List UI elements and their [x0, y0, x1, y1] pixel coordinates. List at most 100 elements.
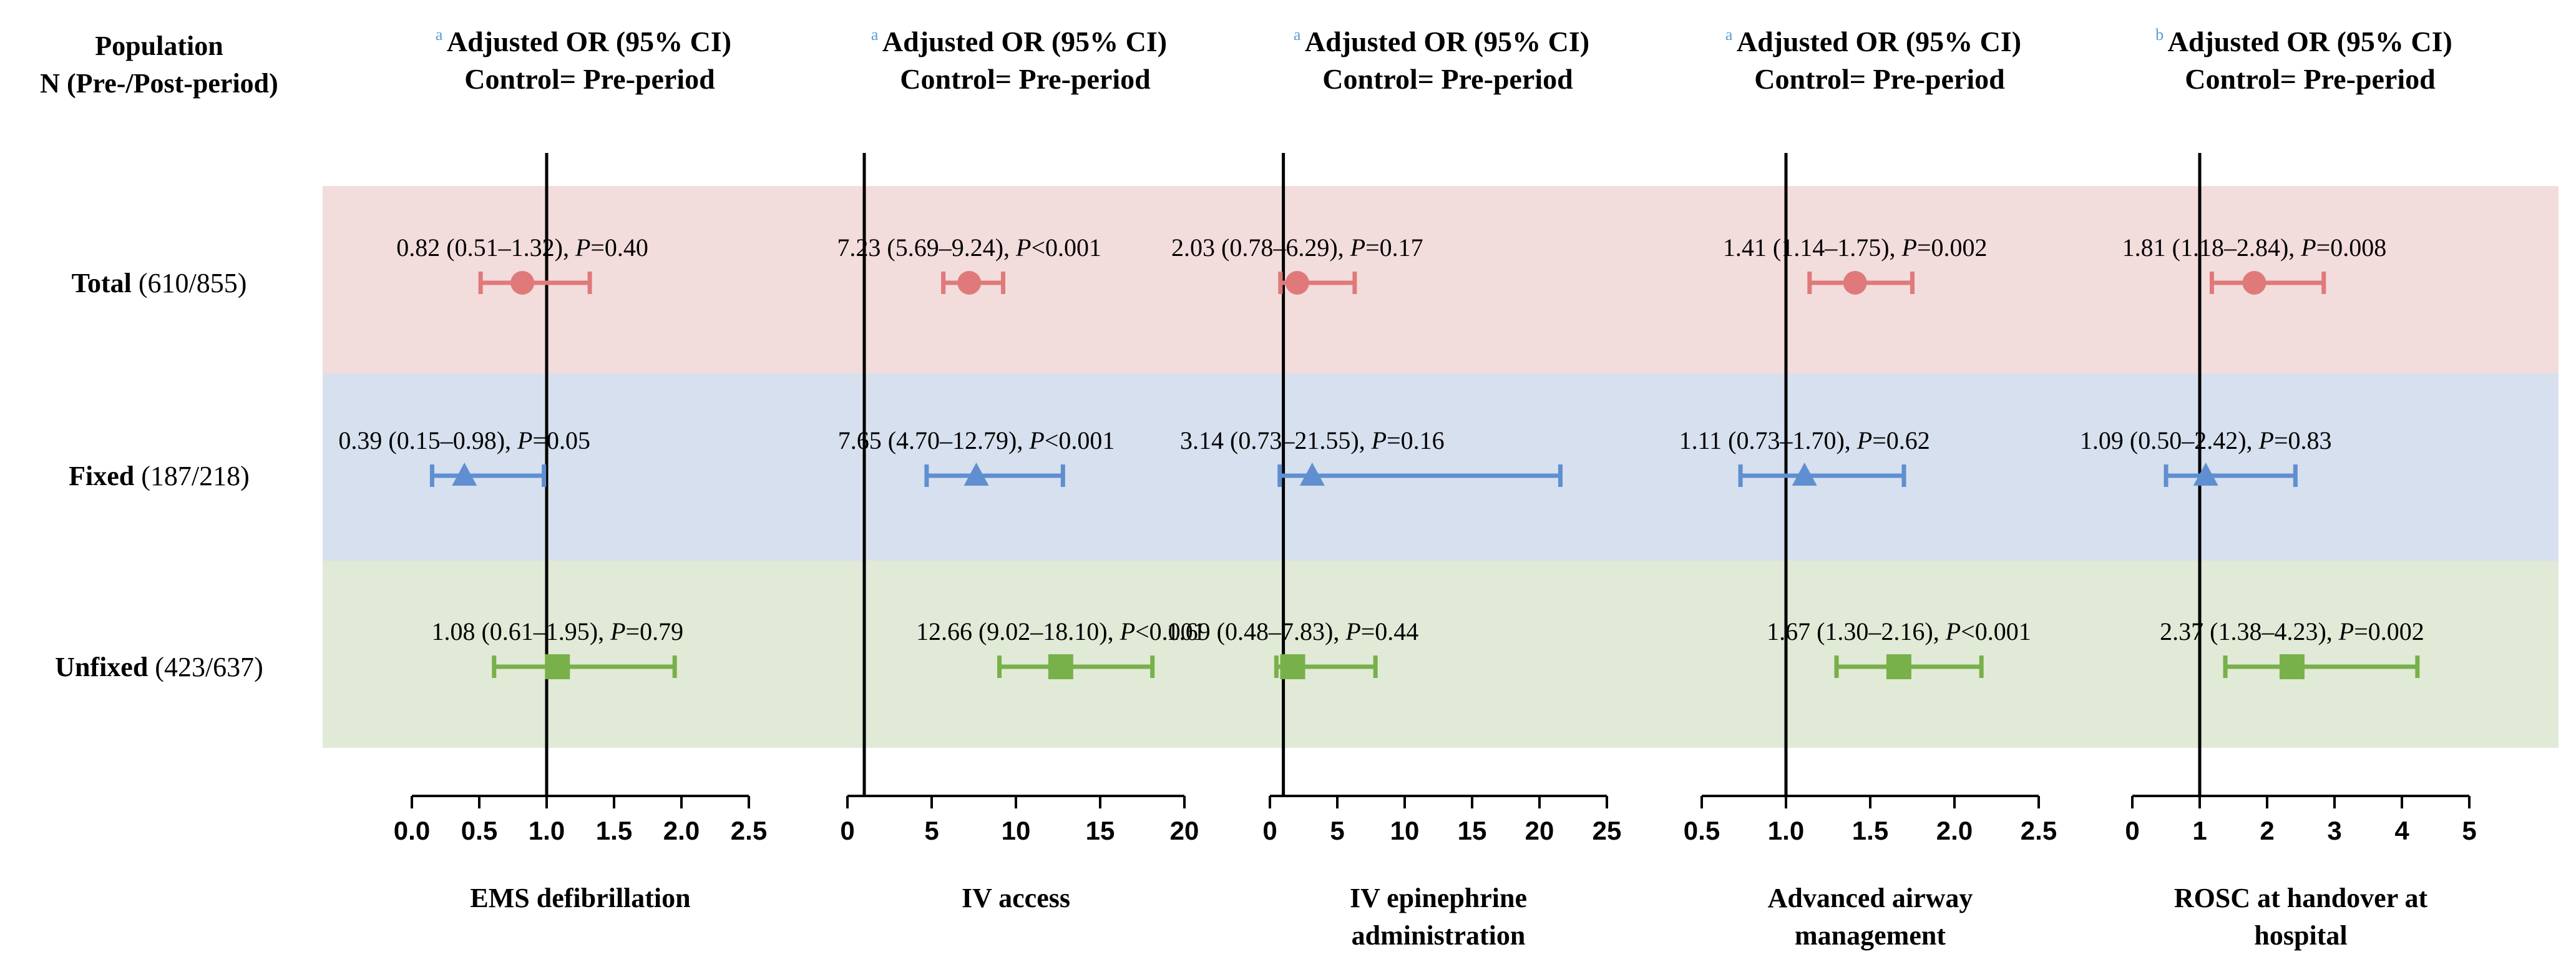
point-label-p-value: =0.44: [1361, 617, 1419, 645]
point-label-p-value: =0.62: [1872, 426, 1930, 454]
point-label-p-symbol: P: [1120, 617, 1135, 645]
data-point-total: 2.03 (0.78–6.29), P=0.17: [1171, 233, 1423, 295]
x-tick-label: 20: [1170, 816, 1199, 845]
row-label-name: Unfixed: [55, 652, 148, 682]
point-marker-square: [1048, 654, 1073, 679]
row-label-n: (423/637): [148, 652, 263, 682]
panel-title-line1: a Adjusted OR (95% CI): [1294, 26, 1589, 57]
point-marker-triangle: [452, 463, 477, 486]
point-marker-triangle: [1299, 463, 1325, 486]
point-marker-circle: [1843, 271, 1867, 295]
panel-4: a Adjusted OR (95% CI) Control= Pre-perio…: [1679, 26, 2057, 951]
point-label-p-symbol: P: [1901, 233, 1917, 262]
point-label-p-symbol: P: [575, 233, 590, 262]
x-tick-label: 5: [1330, 816, 1344, 845]
panel-title-line2: Control= Pre-period: [2185, 63, 2436, 95]
x-tick-label: 0: [2125, 816, 2139, 845]
x-tick-label: 1.0: [1768, 816, 1804, 845]
point-label: 1.11 (0.73–1.70), P=0.62: [1679, 426, 1930, 454]
point-label-p-symbol: P: [1345, 617, 1360, 645]
panel-2: a Adjusted OR (95% CI) Control= Pre-perio…: [837, 26, 1205, 913]
point-label-p-value: =0.79: [626, 617, 684, 645]
row-bands: [323, 186, 2559, 748]
data-point-unfixed: 1.67 (1.30–2.16), P<0.001: [1767, 617, 2031, 679]
panel-title-line2: Control= Pre-period: [900, 63, 1151, 95]
panel-title-superscript: a: [1725, 26, 1737, 44]
panel-title-line2: Control= Pre-period: [1754, 63, 2005, 95]
point-marker-square: [1280, 654, 1305, 679]
point-label: 12.66 (9.02–18.10), P<0.001: [916, 617, 1206, 645]
x-tick-label: 1.5: [596, 816, 632, 845]
panel-title-superscript: b: [2155, 26, 2168, 44]
point-marker-circle: [2242, 271, 2266, 295]
point-label: 7.23 (5.69–9.24), P<0.001: [837, 233, 1101, 262]
data-point-total: 0.82 (0.51–1.32), P=0.40: [396, 233, 648, 295]
panel-title-superscript: a: [1294, 26, 1305, 44]
row-label-unfixed: Unfixed (423/637): [55, 652, 263, 682]
x-tick-label: 5: [924, 816, 939, 845]
point-label-p-symbol: P: [610, 617, 625, 645]
data-point-unfixed: 12.66 (9.02–18.10), P<0.001: [916, 617, 1206, 679]
point-label-p-value: =0.05: [532, 426, 590, 454]
x-tick-label: 1.0: [529, 816, 565, 845]
x-tick-label: 0.5: [461, 816, 497, 845]
panel-1: a Adjusted OR (95% CI) Control= Pre-perio…: [338, 26, 767, 913]
point-marker-square: [1886, 654, 1911, 679]
panel-title-line2: Control= Pre-period: [1322, 63, 1573, 95]
panel-title-line1: a Adjusted OR (95% CI): [436, 26, 731, 57]
panel-title-line2: Control= Pre-period: [464, 63, 715, 95]
panel-title-superscript: a: [871, 26, 882, 44]
x-tick-label: 20: [1525, 816, 1554, 845]
x-tick-label: 10: [1390, 816, 1420, 845]
x-tick-label: 25: [1593, 816, 1622, 845]
point-label: 1.69 (0.48–7.83), P=0.44: [1167, 617, 1419, 645]
data-point-fixed: 3.14 (0.73–21.55), P=0.16: [1180, 426, 1563, 487]
point-marker-square: [2279, 654, 2305, 679]
x-axis-label: ROSC at handover at: [2174, 883, 2428, 913]
panel-title-line1: b Adjusted OR (95% CI): [2155, 26, 2452, 57]
point-label-ci: 7.23 (5.69–9.24),: [837, 233, 1016, 262]
point-label-p-symbol: P: [1856, 426, 1872, 454]
point-label-p-value: =0.002: [2354, 617, 2424, 645]
point-marker-triangle: [964, 463, 989, 486]
point-label-p-symbol: P: [2258, 426, 2274, 454]
x-tick-label: 2.0: [663, 816, 700, 845]
point-label-p-value: =0.83: [2274, 426, 2332, 454]
point-label-p-value: =0.008: [2316, 233, 2387, 262]
x-axis-label: EMS defibrillation: [470, 883, 690, 913]
point-label-p-value: <0.001: [1031, 233, 1101, 262]
point-label-p-value: <0.001: [1045, 426, 1115, 454]
point-label-p-value: =0.40: [590, 233, 648, 262]
x-tick-label: 0: [1262, 816, 1277, 845]
data-point-fixed: 0.39 (0.15–0.98), P=0.05: [338, 426, 590, 487]
point-marker-square: [545, 654, 570, 679]
point-label: 1.41 (1.14–1.75), P=0.002: [1723, 233, 1988, 262]
panel-title-line1: a Adjusted OR (95% CI): [871, 26, 1167, 57]
point-label-p-symbol: P: [1015, 233, 1031, 262]
forest-panels: a Adjusted OR (95% CI) Control= Pre-perio…: [338, 26, 2476, 951]
data-point-fixed: 7.65 (4.70–12.79), P<0.001: [838, 426, 1115, 487]
panel-title-text: Adjusted OR (95% CI): [1737, 26, 2021, 57]
point-label: 0.39 (0.15–0.98), P=0.05: [338, 426, 590, 454]
x-tick-label: 1: [2192, 816, 2207, 845]
x-tick-label: 5: [2462, 816, 2476, 845]
point-marker-circle: [1285, 271, 1309, 295]
point-marker-triangle: [2193, 463, 2218, 486]
x-tick-label: 10: [1002, 816, 1031, 845]
point-label-ci: 2.03 (0.78–6.29),: [1171, 233, 1350, 262]
point-label: 1.08 (0.61–1.95), P=0.79: [431, 617, 683, 645]
point-label-ci: 1.81 (1.18–2.84),: [2122, 233, 2301, 262]
point-label: 7.65 (4.70–12.79), P<0.001: [838, 426, 1115, 454]
point-label: 3.14 (0.73–21.55), P=0.16: [1180, 426, 1445, 454]
panel-title-text: Adjusted OR (95% CI): [2168, 26, 2452, 57]
point-label: 1.81 (1.18–2.84), P=0.008: [2122, 233, 2387, 262]
x-tick-label: 2.5: [2021, 816, 2057, 845]
point-label-p-symbol: P: [1371, 426, 1387, 454]
row-band-unfixed: [323, 561, 2559, 748]
x-tick-label: 4: [2394, 816, 2409, 845]
point-label-ci: 1.41 (1.14–1.75),: [1723, 233, 1902, 262]
point-label-p-value: =0.17: [1365, 233, 1423, 262]
point-label-ci: 3.14 (0.73–21.55),: [1180, 426, 1372, 454]
panel-3: a Adjusted OR (95% CI) Control= Pre-perio…: [1167, 26, 1622, 951]
